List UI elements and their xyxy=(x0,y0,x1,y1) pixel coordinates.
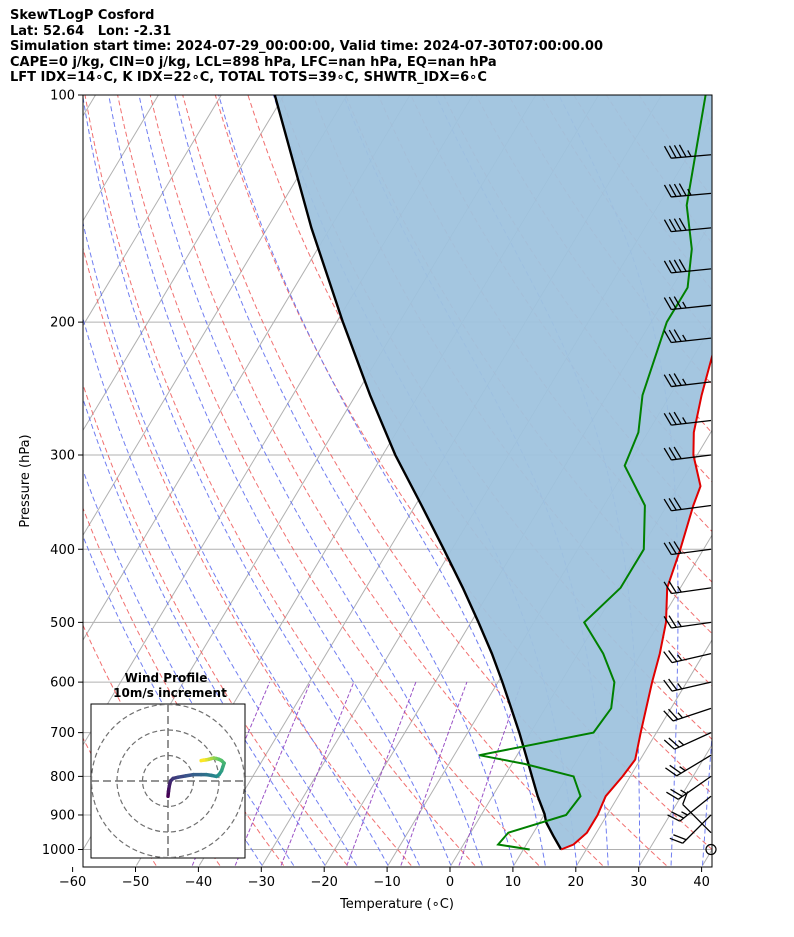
wind-barb xyxy=(663,497,712,512)
plot-frame xyxy=(82,94,713,868)
wind-barb xyxy=(667,795,712,822)
y-tick-label: 600 xyxy=(50,676,75,691)
wind-barb xyxy=(663,732,712,750)
indices-line: LFT IDX=14∘C, K IDX=22∘C, TOTAL TOTS=39∘… xyxy=(10,70,487,85)
mixing-ratio-line xyxy=(346,681,417,866)
x-axis-title: Temperature (∘C) xyxy=(339,897,454,912)
hodograph-subtitle: 10m/s increment xyxy=(113,686,227,700)
wind-barb xyxy=(663,580,712,595)
isotherm-line xyxy=(576,639,712,866)
time-line: Simulation start time: 2024-07-29_00:00:… xyxy=(10,39,603,54)
y-tick-label: 200 xyxy=(50,316,75,331)
mixing-ratio-line xyxy=(400,681,468,866)
y-tick-label: 500 xyxy=(50,616,75,631)
isotherm-line xyxy=(83,95,348,537)
y-tick-label: 100 xyxy=(50,89,75,104)
dewpoint-line xyxy=(479,95,707,851)
dry-adiabat xyxy=(117,95,540,866)
cape-line: CAPE=0 j/kg, CIN=0 j/kg, LCL=898 hPa, LF… xyxy=(10,54,497,70)
mixing-ratio-line xyxy=(458,681,522,866)
y-tick-label: 400 xyxy=(50,543,75,558)
y-tick-label: 800 xyxy=(50,770,75,785)
moist-adiabat xyxy=(83,221,389,866)
isotherm-line xyxy=(83,95,222,327)
x-tick-label: −60 xyxy=(59,875,86,890)
x-tick-label: 20 xyxy=(568,875,585,890)
temperature-line xyxy=(560,352,712,851)
wind-barb xyxy=(669,814,712,844)
isotherm-line xyxy=(83,95,96,117)
isotherm-line xyxy=(702,848,712,866)
y-tick-label: 300 xyxy=(50,448,75,463)
x-tick-label: 40 xyxy=(693,875,710,890)
wind-barb xyxy=(663,373,712,388)
x-tick-label: 10 xyxy=(505,875,522,890)
wind-barb xyxy=(663,411,712,426)
dry-adiabat xyxy=(83,246,412,866)
moist-adiabat xyxy=(138,95,483,866)
x-tick-label: 30 xyxy=(630,875,647,890)
y-tick-label: 1000 xyxy=(42,843,75,858)
x-tick-label: −10 xyxy=(373,875,400,890)
wind-barb xyxy=(663,541,712,556)
moist-adiabat xyxy=(108,95,452,866)
y-tick-label: 700 xyxy=(50,726,75,741)
y-tick-label: 900 xyxy=(50,808,75,823)
dry-adiabat xyxy=(83,383,348,866)
wind-barb xyxy=(665,754,712,777)
x-tick-label: −30 xyxy=(248,875,275,890)
wind-barb xyxy=(705,843,717,856)
dry-adiabat xyxy=(84,95,476,866)
hodograph-title: Wind Profile xyxy=(125,671,208,685)
x-tick-label: −20 xyxy=(310,875,337,890)
x-tick-label: 0 xyxy=(446,875,454,890)
wind-barb xyxy=(663,615,712,629)
moist-adiabat xyxy=(83,397,326,866)
wind-barb xyxy=(663,446,712,461)
wind-barb xyxy=(663,144,712,159)
wind-barb xyxy=(663,217,712,233)
wind-barb xyxy=(663,678,712,692)
wind-barb xyxy=(663,296,712,311)
hodograph-ring xyxy=(91,704,245,858)
isotherm-line xyxy=(83,95,285,432)
moist-adiabat xyxy=(83,95,420,866)
location-line: Lat: 52.64 Lon: -2.31 xyxy=(10,23,172,39)
moist-adiabat xyxy=(83,316,358,866)
wind-barb xyxy=(663,329,712,344)
wind-barb xyxy=(666,775,712,800)
moist-adiabat xyxy=(218,95,546,866)
hodograph-segment xyxy=(199,758,206,763)
parcel-profile-line xyxy=(273,95,563,851)
chart-title: SkewTLogP Cosford xyxy=(10,8,155,23)
wind-barb xyxy=(663,259,712,274)
chart-header: SkewTLogP Cosford Lat: 52.64 Lon: -2.31 … xyxy=(10,8,603,86)
y-axis-title: Pressure (hPa) xyxy=(18,434,33,527)
moist-adiabat xyxy=(174,95,515,866)
x-tick-label: −40 xyxy=(185,875,212,890)
wind-barb xyxy=(663,650,712,664)
mixing-ratio-line xyxy=(280,681,355,866)
dry-adiabat xyxy=(214,95,712,851)
isotherm-line xyxy=(765,95,794,866)
wind-barb xyxy=(663,183,712,198)
cin-shaded-region xyxy=(274,95,712,850)
x-tick-label: −50 xyxy=(122,875,149,890)
wind-barb xyxy=(663,707,712,722)
dry-adiabat xyxy=(182,95,667,866)
